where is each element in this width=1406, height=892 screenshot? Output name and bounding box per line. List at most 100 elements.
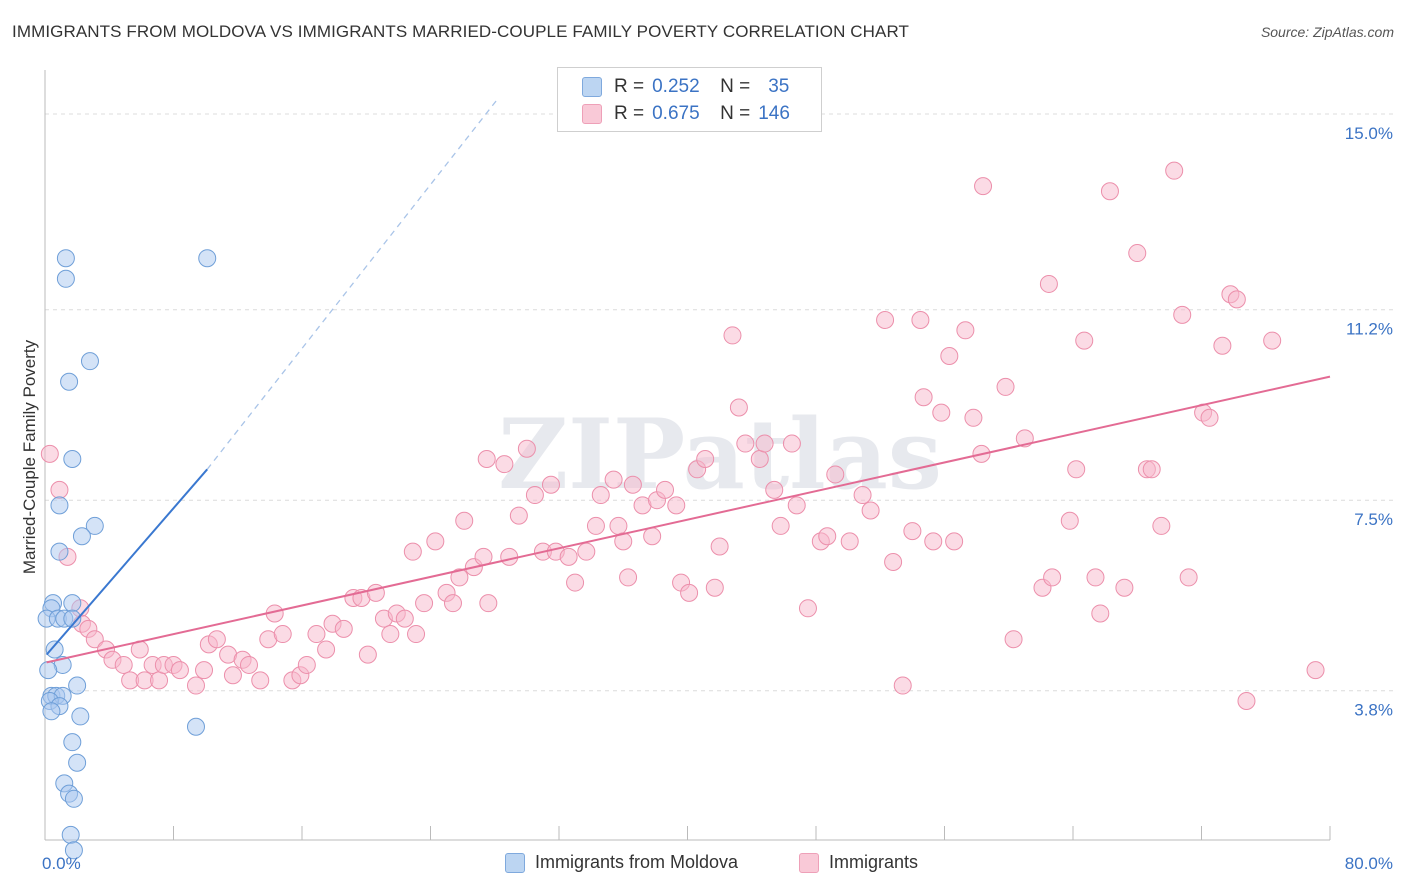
moldova-point <box>64 841 83 860</box>
moldova-point <box>42 702 61 721</box>
immigrants-point <box>1152 516 1171 535</box>
immigrants-point <box>903 522 922 541</box>
immigrants-point <box>186 676 205 695</box>
moldova-point <box>63 609 82 628</box>
immigrants-point <box>924 532 943 551</box>
immigrants-point <box>723 326 742 345</box>
moldova-point <box>50 542 69 561</box>
immigrants-point <box>195 661 214 680</box>
immigrants-point <box>358 645 377 664</box>
immigrants-point <box>750 450 769 468</box>
y-tick-label: 15.0% <box>1345 124 1393 143</box>
moldova-trend-extension <box>206 98 499 470</box>
immigrants-point <box>381 625 400 644</box>
legend-swatch-moldova <box>582 77 602 97</box>
moldova-point <box>71 707 90 726</box>
source-label: Source: ZipAtlas.com <box>1260 24 1394 40</box>
immigrants-point <box>273 625 292 644</box>
immigrants-point <box>455 511 474 530</box>
immigrants-point <box>1237 691 1256 710</box>
immigrants-point <box>1142 460 1161 479</box>
immigrants-point <box>443 594 462 613</box>
legend-row-immigrants: R = 0.675 N = 146 <box>582 103 790 125</box>
immigrants-point <box>705 578 724 597</box>
immigrants-point <box>956 321 975 340</box>
immigrants-point <box>559 547 578 566</box>
immigrants-point <box>566 573 585 592</box>
moldova-point <box>39 661 58 680</box>
immigrants-point <box>996 377 1015 396</box>
moldova-point <box>63 733 82 752</box>
immigrants-point <box>876 310 895 329</box>
moldova-point <box>72 527 91 546</box>
immigrants-point <box>974 177 993 196</box>
immigrants-point <box>798 599 817 618</box>
chart-title: IMMIGRANTS FROM MOLDOVA VS IMMIGRANTS MA… <box>12 22 910 41</box>
n-value: 35 <box>768 76 790 97</box>
immigrants-point <box>395 609 414 628</box>
immigrants-point <box>604 470 623 489</box>
trend-lines <box>45 98 1331 664</box>
immigrants-point <box>1263 331 1282 350</box>
immigrants-point <box>840 532 859 551</box>
immigrants-point <box>911 310 930 329</box>
immigrants-point <box>940 347 959 366</box>
immigrants-point <box>1179 568 1198 587</box>
immigrants-point <box>1086 568 1105 587</box>
immigrants-point <box>403 542 422 561</box>
immigrants-point <box>525 486 544 505</box>
n-label: N = <box>720 76 751 97</box>
immigrants-point <box>541 475 560 494</box>
immigrants-point <box>1173 305 1192 324</box>
y-tick-label: 11.2% <box>1346 320 1393 339</box>
immigrants-point <box>964 408 983 427</box>
x-tick-label: 0.0% <box>42 854 81 873</box>
moldova-point <box>60 372 79 391</box>
x-tick-label: 80.0% <box>1345 854 1393 873</box>
immigrants-point <box>477 450 496 468</box>
immigrants-point <box>150 671 169 690</box>
immigrants-point <box>1004 630 1023 649</box>
immigrants-point <box>1213 336 1232 355</box>
immigrants-point <box>884 552 903 571</box>
legend-label-immigrants: Immigrants <box>829 852 919 872</box>
immigrants-point <box>1060 511 1079 530</box>
immigrants-point <box>1115 578 1134 597</box>
immigrants-point <box>239 655 258 674</box>
immigrants-point <box>1043 568 1062 587</box>
immigrants-point <box>495 455 514 474</box>
n-label: N = <box>720 103 751 124</box>
immigrants-point <box>619 568 638 587</box>
immigrants-point <box>914 388 933 407</box>
immigrants-point <box>826 465 845 484</box>
moldova-trend-line <box>45 468 208 656</box>
moldova-point <box>198 249 217 268</box>
watermark: ZIPatlas <box>498 398 942 511</box>
immigrants-point <box>736 434 755 453</box>
legend-item-immigrants: Immigrants <box>799 852 918 873</box>
immigrants-point <box>680 583 699 602</box>
legend-swatch-immigrants <box>799 852 819 873</box>
moldova-point <box>186 717 205 736</box>
immigrants-point <box>1100 182 1119 201</box>
immigrants-point <box>818 527 837 546</box>
immigrants-point <box>251 671 270 690</box>
immigrants-point <box>297 655 316 674</box>
immigrants-point <box>207 630 226 649</box>
immigrants-point <box>40 444 59 463</box>
moldova-point <box>50 496 69 515</box>
immigrants-point <box>696 450 715 468</box>
immigrants-point <box>893 676 912 695</box>
immigrants-point <box>415 594 434 613</box>
moldova-point <box>61 825 80 844</box>
immigrants-point <box>782 434 801 453</box>
n-value: 146 <box>758 103 790 124</box>
r-label: R = <box>614 76 645 97</box>
immigrants-point <box>667 496 686 515</box>
moldova-point <box>63 594 82 613</box>
legend-swatch-immigrants <box>582 104 602 124</box>
immigrants-point <box>755 434 774 453</box>
immigrants-point <box>586 516 605 535</box>
immigrants-point <box>614 532 633 551</box>
legend-row-moldova: R = 0.252 N = 35 <box>582 76 789 98</box>
